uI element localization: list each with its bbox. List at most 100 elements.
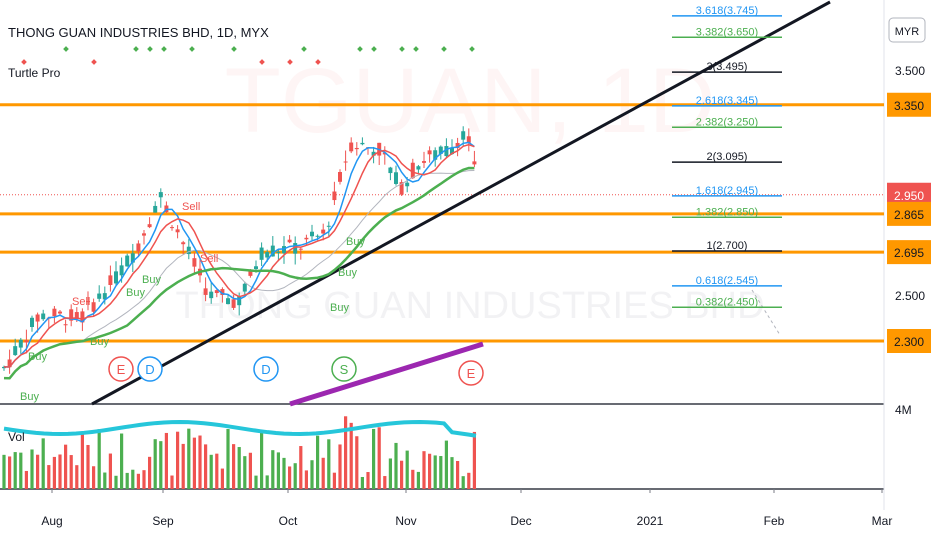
candle[interactable]: [136, 243, 141, 252]
candle[interactable]: [293, 243, 298, 254]
candle[interactable]: [416, 166, 421, 170]
candle[interactable]: [287, 239, 292, 243]
candle[interactable]: [310, 231, 314, 237]
candle[interactable]: [399, 182, 404, 195]
candle[interactable]: [461, 131, 466, 140]
event-marker[interactable]: [108, 356, 134, 382]
candle[interactable]: [186, 246, 191, 255]
event-marker[interactable]: [458, 360, 484, 386]
candle[interactable]: [52, 308, 57, 317]
candle[interactable]: [158, 192, 163, 198]
signal-dot: [133, 46, 139, 52]
candle[interactable]: [80, 311, 85, 323]
candle[interactable]: [170, 227, 174, 229]
candle[interactable]: [410, 162, 415, 179]
projection-line[interactable]: [289, 341, 484, 407]
volume-bar: [254, 475, 258, 489]
volume-bar: [159, 441, 163, 489]
volume-bar: [92, 466, 96, 489]
candle[interactable]: [35, 314, 40, 322]
candle[interactable]: [388, 167, 393, 174]
candle[interactable]: [203, 288, 208, 295]
candle[interactable]: [321, 229, 326, 234]
candle[interactable]: [332, 191, 337, 201]
candle[interactable]: [130, 253, 135, 263]
candle[interactable]: [142, 233, 146, 236]
volume-bar: [248, 452, 252, 489]
candle[interactable]: [114, 271, 118, 284]
candle[interactable]: [405, 182, 410, 187]
candle[interactable]: [270, 245, 275, 257]
fib-level-label: 0.618(2.545): [696, 275, 758, 287]
volume-bar: [148, 456, 152, 489]
candle[interactable]: [427, 150, 432, 155]
volume-bar: [24, 470, 28, 489]
candle[interactable]: [181, 242, 186, 245]
candle[interactable]: [254, 266, 258, 269]
candle[interactable]: [343, 161, 348, 163]
candle[interactable]: [7, 359, 12, 368]
candle[interactable]: [175, 229, 180, 233]
candle[interactable]: [119, 265, 124, 276]
candle[interactable]: [265, 252, 270, 258]
candle[interactable]: [97, 293, 102, 299]
candle[interactable]: [326, 225, 331, 227]
candle[interactable]: [394, 172, 398, 184]
candle[interactable]: [276, 251, 281, 254]
candle[interactable]: [214, 290, 219, 294]
candle[interactable]: [450, 147, 454, 155]
candle[interactable]: [354, 147, 359, 150]
trade-signal-label: Buy: [330, 302, 349, 314]
candle[interactable]: [220, 289, 225, 296]
candle[interactable]: [349, 142, 354, 152]
trade-signal-label: Buy: [28, 351, 47, 363]
candle[interactable]: [91, 302, 96, 312]
candle[interactable]: [153, 205, 158, 213]
candle[interactable]: [41, 313, 46, 320]
candle[interactable]: [371, 151, 376, 156]
event-marker[interactable]: [331, 356, 357, 382]
event-marker[interactable]: [253, 356, 279, 382]
candle[interactable]: [382, 152, 387, 155]
candle[interactable]: [304, 237, 309, 240]
candle[interactable]: [455, 142, 460, 149]
candle[interactable]: [18, 339, 23, 348]
currency-button[interactable]: [888, 17, 926, 43]
candle[interactable]: [24, 340, 29, 343]
candle[interactable]: [74, 312, 79, 320]
candle[interactable]: [231, 299, 236, 308]
trend-line[interactable]: [91, 0, 831, 406]
candle[interactable]: [472, 161, 477, 165]
candle[interactable]: [209, 291, 214, 299]
event-marker[interactable]: [137, 356, 163, 382]
candle[interactable]: [466, 136, 471, 143]
candle[interactable]: [147, 224, 152, 228]
candle[interactable]: [125, 255, 130, 267]
candle[interactable]: [30, 317, 34, 328]
candle[interactable]: [69, 309, 74, 321]
candle[interactable]: [86, 301, 90, 303]
candle[interactable]: [242, 283, 247, 292]
candle[interactable]: [422, 161, 426, 163]
candle[interactable]: [298, 248, 303, 250]
candle[interactable]: [433, 150, 438, 160]
candle[interactable]: [102, 293, 107, 300]
candle[interactable]: [248, 270, 253, 276]
candle[interactable]: [63, 324, 68, 326]
candle[interactable]: [13, 346, 18, 356]
candle[interactable]: [237, 296, 242, 306]
volume-bar: [36, 454, 40, 489]
candle[interactable]: [58, 311, 62, 314]
candle[interactable]: [259, 247, 264, 260]
candle[interactable]: [444, 146, 449, 157]
candle[interactable]: [315, 235, 320, 237]
candle[interactable]: [192, 258, 197, 267]
candle[interactable]: [360, 142, 365, 145]
candle[interactable]: [108, 275, 113, 285]
candle[interactable]: [338, 172, 342, 182]
candle[interactable]: [226, 298, 230, 305]
candle[interactable]: [438, 146, 443, 154]
candle[interactable]: [282, 246, 286, 254]
